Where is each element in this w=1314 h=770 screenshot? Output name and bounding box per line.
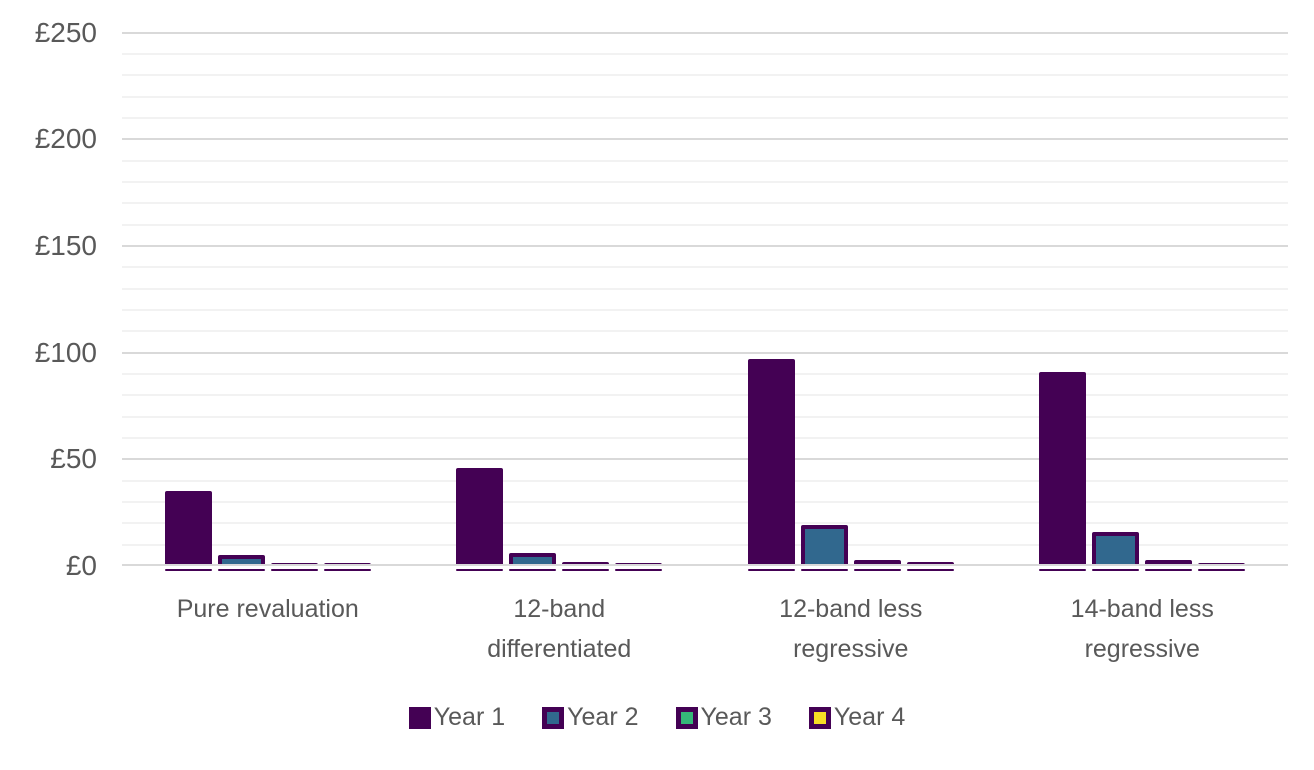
gridline-minor [122, 479, 1288, 482]
gridline-minor [122, 95, 1288, 98]
gridline-minor [122, 543, 1288, 546]
bar-underline [1092, 568, 1140, 571]
gridline-major [122, 244, 1288, 247]
gridline-major [122, 31, 1288, 34]
gridline-minor [122, 52, 1288, 55]
bar-underline [164, 568, 212, 571]
bar-underline [270, 568, 318, 571]
legend-item-year-2: Year 2 [542, 703, 639, 732]
bar-fill [513, 557, 553, 564]
bar-underline [323, 568, 371, 571]
y-axis-tick-label: £250 [34, 16, 97, 48]
gridline-minor [122, 159, 1288, 162]
bar-year-2-12-band-less-regressive [800, 525, 848, 566]
gridline-minor [122, 330, 1288, 333]
x-axis-category-label: Pure revaluation [176, 595, 359, 623]
x-axis-category-label: 12-band differentiated [487, 595, 632, 663]
gridline-major [122, 138, 1288, 141]
legend-swatch-icon [542, 706, 565, 729]
legend-label: Year 2 [567, 703, 639, 731]
gridline-major [122, 458, 1288, 461]
chart-legend: Year 1 Year 2 Year 3 Year 4 [0, 703, 1314, 732]
gridline-minor [122, 500, 1288, 503]
bar-underline [456, 568, 504, 571]
bar-underline [747, 568, 795, 571]
bar-underline [906, 568, 954, 571]
legend-swatch-icon [408, 706, 431, 729]
gridline-minor [122, 116, 1288, 119]
bar-fill [804, 529, 844, 564]
y-axis-tick-label: £150 [34, 229, 97, 261]
bar-fill [1096, 535, 1136, 564]
bar-year-1-pure-revaluation [164, 491, 212, 566]
legend-label: Year 4 [833, 703, 906, 731]
bar-fill [221, 559, 261, 564]
gridline-minor [122, 180, 1288, 183]
bar-underline [509, 568, 557, 571]
bar-underline [615, 568, 663, 571]
bar-year-1-12-band-differentiated [456, 467, 504, 566]
legend-item-year-4: Year 4 [808, 703, 906, 732]
bar-fill [168, 495, 208, 564]
gridline-minor [122, 223, 1288, 226]
gridline-minor [122, 415, 1288, 418]
bar-year-2-pure-revaluation [217, 555, 265, 566]
bar-underline [1198, 568, 1246, 571]
y-axis-tick-label: £0 [65, 550, 97, 581]
bar-underline [800, 568, 848, 571]
bar-underline [853, 568, 901, 571]
gridline-minor [122, 74, 1288, 77]
bar-year-2-12-band-differentiated [509, 553, 557, 566]
bar-year-3-12-band-differentiated [562, 561, 610, 566]
y-axis-tick-label: £100 [34, 336, 97, 368]
legend-label: Year 1 [433, 703, 506, 731]
bar-underline [1039, 568, 1087, 571]
bar-year-1-12-band-less-regressive [747, 359, 795, 566]
gridline-minor [122, 372, 1288, 375]
bar-fill [1043, 375, 1083, 564]
x-axis-category-label: 14-band less regressive [1070, 595, 1214, 663]
y-axis-tick-label: £50 [50, 443, 97, 475]
bar-year-2-14-band-less-regressive [1092, 531, 1140, 566]
bar-fill [751, 363, 791, 564]
gridline-minor [122, 202, 1288, 205]
legend-item-year-3: Year 3 [675, 703, 772, 732]
legend-label: Year 3 [700, 703, 772, 731]
bar-underline [1145, 568, 1193, 571]
x-axis-category-label: 12-band less regressive [779, 595, 923, 663]
legend-swatch-icon [808, 706, 831, 729]
gridline-minor [122, 436, 1288, 439]
gridline-minor [122, 308, 1288, 311]
legend-item-year-1: Year 1 [408, 703, 506, 732]
legend-swatch-icon [675, 706, 698, 729]
bar-underline [562, 568, 610, 571]
bar-year-3-14-band-less-regressive [1145, 559, 1193, 566]
bar-fill [460, 471, 500, 564]
y-axis-tick-label: £200 [34, 123, 97, 155]
bar-underline [217, 568, 265, 571]
bar-year-3-12-band-less-regressive [853, 559, 901, 566]
x-axis-line [122, 564, 1288, 566]
gridline-major [122, 351, 1288, 354]
bar-year-1-14-band-less-regressive [1039, 371, 1087, 566]
gridline-minor [122, 394, 1288, 397]
bar-year-4-12-band-less-regressive [906, 561, 954, 566]
gridline-minor [122, 287, 1288, 290]
gridline-minor [122, 266, 1288, 269]
gridline-minor [122, 522, 1288, 525]
